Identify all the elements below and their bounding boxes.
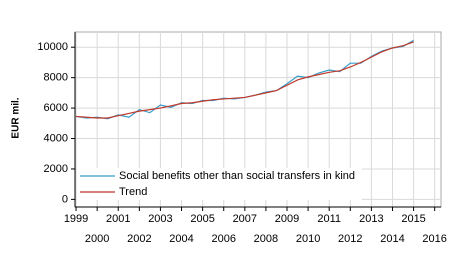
x-tick-label: 2012 (338, 233, 362, 245)
y-axis-label: EUR mil. (11, 97, 22, 138)
y-tick-label: 0 (62, 193, 68, 205)
y-tick-label: 6000 (44, 102, 68, 114)
y-tick-label: 2000 (44, 163, 68, 175)
x-tick-label: 1999 (64, 213, 88, 225)
y-tick-label: 10000 (37, 41, 68, 53)
x-tick-label: 2015 (401, 213, 425, 225)
x-tick-label: 2009 (275, 213, 299, 225)
x-tick-label: 2008 (254, 233, 278, 245)
legend-label: Social benefits other than social transf… (119, 170, 355, 182)
x-tick-label: 2003 (148, 213, 172, 225)
x-tick-label: 2007 (233, 213, 257, 225)
series-line (76, 41, 414, 119)
x-tick-label: 2002 (127, 233, 151, 245)
x-tick-label: 2004 (169, 233, 193, 245)
x-tick-label: 2011 (317, 213, 341, 225)
x-tick-label: 2014 (380, 233, 404, 245)
legend-label: Trend (119, 186, 147, 198)
x-tick-label: 2013 (359, 213, 383, 225)
x-tick-label: 2005 (190, 213, 214, 225)
y-tick-label: 4000 (44, 132, 68, 144)
legend-box (77, 168, 362, 200)
x-tick-label: 2006 (211, 233, 235, 245)
x-tick-label: 2010 (296, 233, 320, 245)
x-tick-label: 2016 (422, 233, 446, 245)
x-tick-label: 2001 (106, 213, 130, 225)
y-tick-label: 8000 (44, 72, 68, 84)
x-tick-label: 2000 (85, 233, 109, 245)
